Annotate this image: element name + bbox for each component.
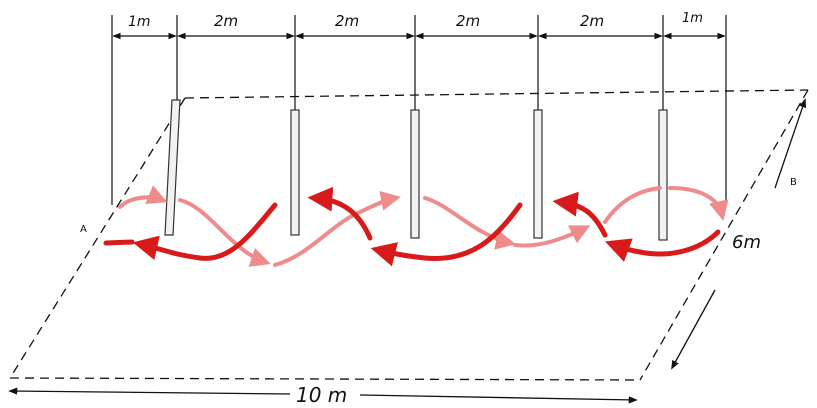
path-light-4	[423, 196, 516, 250]
point-label-a: A	[80, 224, 87, 235]
path-strong-1	[132, 202, 278, 261]
path-strong-3	[370, 202, 523, 267]
segment-label-1: 1m	[128, 14, 151, 30]
segment-label-6: 1m	[682, 11, 703, 26]
pole-4	[533, 109, 543, 239]
length-arrow-left	[8, 387, 291, 395]
segment-label-5: 2m	[580, 12, 604, 30]
path-strong-4	[552, 191, 608, 238]
field-outline	[9, 89, 809, 381]
path-light-2	[178, 198, 271, 267]
pole-3	[410, 109, 420, 239]
segment-label-2: 2m	[214, 12, 238, 30]
length-arrow-right	[359, 394, 638, 404]
path-strong-5	[604, 229, 721, 262]
width-arrow-top	[774, 98, 807, 189]
path-light-1	[118, 185, 168, 209]
width-arrow-bottom	[671, 289, 716, 370]
path-light	[118, 185, 729, 267]
path-strong-start	[103, 239, 135, 246]
segment-labels: 1m 2m 2m 2m 2m 1m	[128, 11, 703, 30]
top-dimension	[111, 15, 727, 205]
path-strong-2	[307, 186, 373, 241]
length-dimension	[8, 387, 638, 404]
field-right-edge	[639, 89, 809, 381]
pole-2	[290, 109, 300, 236]
poles	[164, 99, 668, 241]
point-label-b: B	[790, 177, 797, 188]
field-back-edge	[184, 89, 809, 99]
path-light-5	[513, 225, 591, 248]
width-label: 6m	[732, 232, 761, 253]
field-front-edge	[9, 377, 641, 381]
pole-1	[164, 99, 181, 236]
width-dimension	[671, 98, 807, 370]
segment-label-4: 2m	[456, 12, 480, 30]
pole-5	[658, 109, 668, 241]
segment-label-3: 2m	[335, 12, 359, 30]
path-light-7	[668, 186, 729, 221]
path-light-6	[603, 186, 662, 224]
field-left-edge	[9, 97, 186, 379]
length-label: 10 m	[296, 383, 347, 407]
path-strong	[103, 186, 721, 267]
